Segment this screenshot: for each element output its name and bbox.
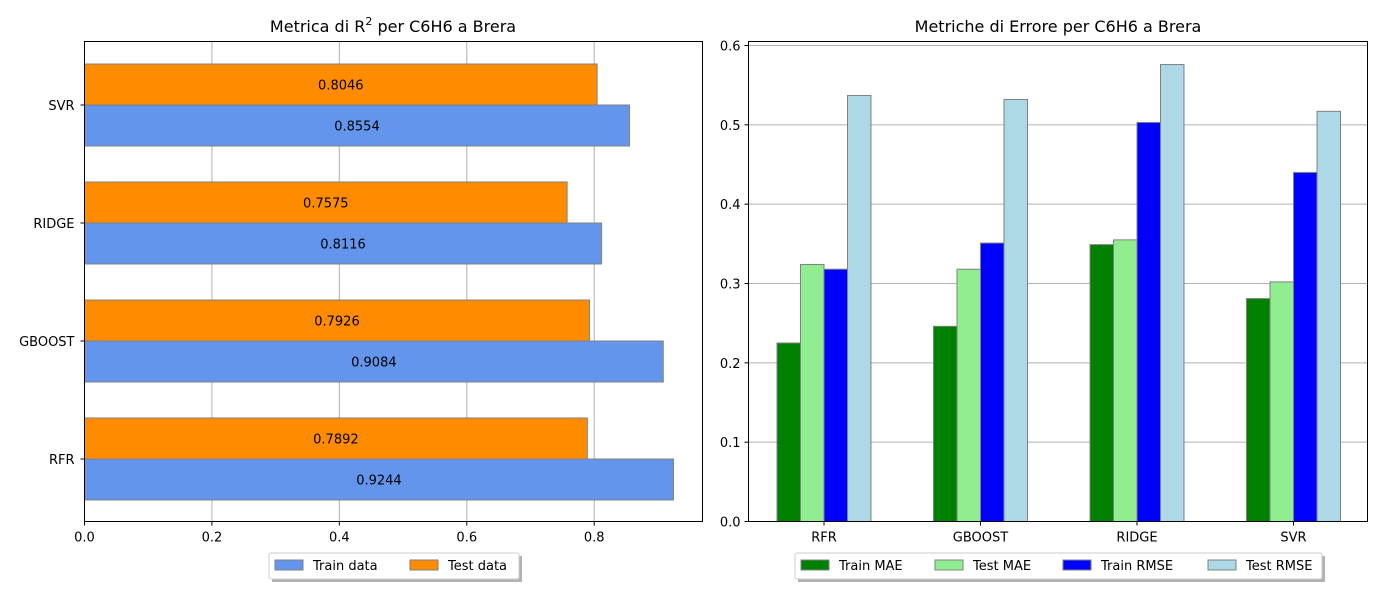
- error-y-tick-label: 0.1: [720, 436, 741, 451]
- r2-y-tick-label: RFR: [49, 453, 75, 468]
- error-bar-train-rmse-svr: [1293, 171, 1318, 523]
- error-y-tick-label: 0.6: [720, 40, 741, 55]
- error-x-tick-label: RIDGE: [1116, 531, 1157, 546]
- r2-bar-test-data-svr: [84, 63, 598, 106]
- error-legend: Train MAE Test MAE Train RMSE Test RMSE: [794, 552, 1325, 582]
- r2-y-tick-label: GBOOST: [19, 335, 74, 350]
- legend-swatch-test-data: [409, 559, 439, 571]
- error-chart: Metriche di Errore per C6H6 a Brera RFR G…: [720, 17, 1368, 582]
- r2-y-tick-label: RIDGE: [33, 217, 74, 232]
- r2-bar-train-data-svr: [84, 104, 630, 147]
- error-bar-test-mae-svr: [1269, 281, 1294, 522]
- legend-label-test-rmse: Test RMSE: [1245, 559, 1312, 574]
- r2-y-ticks: RFR GBOOST RIDGE SVR: [19, 99, 85, 468]
- error-x-tick-label: GBOOST: [953, 531, 1008, 546]
- legend-swatch-train-mae: [800, 559, 830, 571]
- error-chart-title: Metriche di Errore per C6H6 a Brera: [915, 17, 1202, 36]
- r2-bars: [84, 63, 674, 501]
- error-bar-train-rmse-ridge: [1136, 121, 1161, 522]
- r2-data-labels: 0.9244 0.7892 0.9084 0.7926 0.8116 0.7575 0.85…: [303, 79, 402, 489]
- r2-x-tick-label: 0.2: [202, 531, 223, 546]
- error-bar-train-rmse-rfr: [823, 268, 848, 522]
- legend-label-train-rmse: Train RMSE: [1100, 559, 1173, 574]
- error-bar-train-mae-rfr: [776, 342, 801, 522]
- error-y-tick-label: 0.0: [720, 516, 741, 531]
- legend-label-train-mae: Train MAE: [838, 559, 903, 574]
- legend-swatch-test-mae: [934, 559, 964, 571]
- legend-swatch-train-rmse: [1062, 559, 1092, 571]
- error-bar-test-rmse-rfr: [847, 94, 872, 522]
- r2-data-label-test-data-svr: 0.8046: [318, 79, 364, 94]
- r2-x-tick-label: 0.6: [456, 531, 477, 546]
- error-bar-test-rmse-svr: [1316, 110, 1341, 522]
- legend-label-test-mae: Test MAE: [972, 559, 1031, 574]
- error-bar-test-mae-rfr: [800, 263, 825, 522]
- error-x-tick-label: RFR: [811, 531, 837, 546]
- error-bar-test-mae-ridge: [1113, 239, 1138, 522]
- error-y-tick-label: 0.5: [720, 119, 741, 134]
- r2-x-ticks: 0.0 0.2 0.4 0.6 0.8: [74, 521, 605, 546]
- r2-data-label-test-data-gboost: 0.7926: [314, 315, 360, 330]
- r2-chart: Metrica di R2 per C6H6 a Brera 0.9244 0.7…: [19, 15, 703, 582]
- r2-data-label-train-data-ridge: 0.8116: [320, 238, 366, 253]
- r2-y-tick-label: SVR: [48, 99, 74, 114]
- r2-x-tick-label: 0.0: [74, 531, 95, 546]
- r2-data-label-train-data-svr: 0.8554: [334, 120, 380, 135]
- error-y-ticks: 0.0 0.1 0.2 0.3 0.4 0.5 0.6: [720, 40, 749, 531]
- error-bar-train-rmse-gboost: [980, 242, 1005, 522]
- legend-label-test-data: Test data: [447, 559, 507, 574]
- r2-data-label-train-data-gboost: 0.9084: [351, 356, 397, 371]
- error-bar-test-rmse-ridge: [1160, 64, 1185, 522]
- r2-bar-test-data-rfr: [84, 417, 588, 460]
- r2-chart-title: Metrica di R2 per C6H6 a Brera: [270, 15, 516, 36]
- error-bars: [776, 64, 1341, 523]
- error-bar-train-mae-ridge: [1089, 244, 1114, 522]
- r2-legend: Train data Test data: [268, 552, 522, 582]
- error-bar-test-rmse-gboost: [1003, 98, 1028, 523]
- error-plot-frame: [748, 41, 1368, 522]
- error-x-ticks: RFR GBOOST RIDGE SVR: [811, 521, 1307, 546]
- legend-swatch-test-rmse: [1207, 559, 1237, 571]
- error-bar-train-mae-svr: [1246, 298, 1271, 522]
- error-x-tick-label: SVR: [1280, 531, 1306, 546]
- r2-data-label-test-data-rfr: 0.7892: [313, 433, 359, 448]
- error-y-tick-label: 0.3: [720, 278, 741, 293]
- error-y-tick-label: 0.2: [720, 357, 741, 372]
- r2-data-label-test-data-ridge: 0.7575: [303, 197, 349, 212]
- r2-x-tick-label: 0.8: [584, 531, 605, 546]
- error-y-tick-label: 0.4: [720, 198, 741, 213]
- error-bar-test-mae-gboost: [956, 268, 981, 522]
- r2-bar-train-data-gboost: [84, 340, 664, 383]
- r2-bar-train-data-rfr: [84, 458, 674, 501]
- error-bar-train-mae-gboost: [933, 325, 958, 522]
- r2-x-tick-label: 0.4: [329, 531, 350, 546]
- r2-data-label-train-data-rfr: 0.9244: [356, 474, 402, 489]
- r2-plot-frame: [84, 41, 703, 522]
- legend-label-train-data: Train data: [312, 559, 378, 574]
- legend-swatch-train-data: [274, 559, 304, 571]
